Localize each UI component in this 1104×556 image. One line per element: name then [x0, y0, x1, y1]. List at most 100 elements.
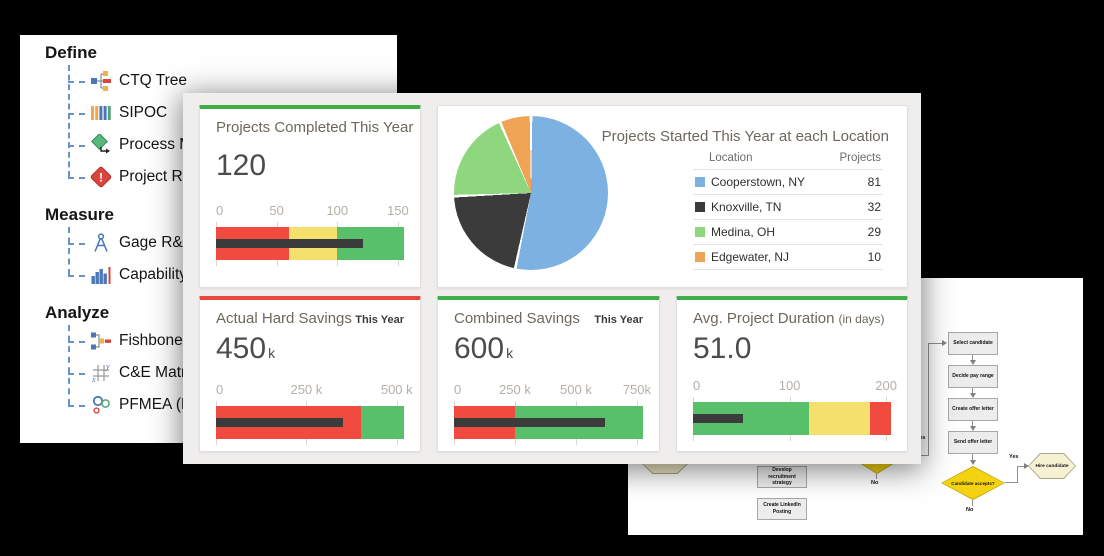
- pie-chart: [454, 116, 608, 270]
- chart-area: [216, 401, 404, 445]
- pfmea-icon: [90, 394, 112, 416]
- axis-tick-label: 250 k: [499, 382, 531, 397]
- sidebar-item-project-risk[interactable]: ! Project Risk: [20, 161, 397, 193]
- card-actual-hard-savings: Actual Hard Savings This Year 450 k 0 250 …: [199, 296, 421, 452]
- flow-arrowhead: [970, 360, 976, 365]
- card-title-text: Combined Savings: [454, 310, 580, 327]
- flow-node-create-linkedin-posting[interactable]: Create LinkedIn Posting: [757, 498, 807, 520]
- sidebar-item-label: Gage R&R: [119, 234, 194, 251]
- legend-label: Edgewater, NJ: [711, 250, 790, 264]
- card-avg-project-duration: Avg. Project Duration (in days) 51.0 0 10…: [676, 296, 908, 452]
- card-title-text: Actual Hard Savings: [216, 310, 352, 327]
- legend-header-projects: Projects: [839, 152, 881, 164]
- legend-row: Cooperstown, NY 81: [693, 170, 883, 195]
- template-tree: Define CTQ Tree SIPOC: [20, 35, 397, 421]
- legend-label: Medina, OH: [711, 225, 776, 239]
- legend-row: Knoxville, TN 32: [693, 195, 883, 220]
- tree-section-define: Define CTQ Tree SIPOC: [20, 43, 397, 193]
- fishbone-icon: [90, 330, 112, 352]
- legend-label: Cooperstown, NY: [711, 175, 806, 189]
- flow-arrowhead: [1024, 463, 1029, 469]
- axis-tick-label: 0: [693, 378, 701, 393]
- kpi-value: 120: [216, 149, 267, 182]
- legend-row: Medina, OH 29: [693, 220, 883, 245]
- flow-node-select-candidate[interactable]: Select candidate: [948, 332, 998, 355]
- flow-node-label: Develop recruitment strategy: [768, 466, 796, 487]
- axis-tick-label: 50: [269, 203, 284, 218]
- kpi-value: 450 k: [216, 332, 276, 365]
- card-title: Combined Savings This Year: [454, 310, 643, 327]
- sidebar-item-label: Project Risk: [119, 168, 202, 185]
- project-risk-icon: !: [90, 166, 112, 188]
- flow-node-send-offer-letter[interactable]: Send offer letter: [948, 431, 998, 454]
- card-title-text: Projects Completed This Year: [216, 119, 414, 136]
- card-subtitle: This Year: [355, 314, 404, 326]
- flow-edge-label-no: No: [966, 507, 974, 513]
- legend-label: Knoxville, TN: [711, 200, 782, 214]
- measure-bar: [216, 418, 343, 427]
- flow-connector: [972, 421, 973, 427]
- flow-connector: [1005, 482, 1018, 483]
- chart-area: [454, 401, 643, 445]
- flow-node-hire-candidate[interactable]: Hire candidate: [1028, 453, 1076, 479]
- flow-node-develop-recruitment-strategy[interactable]: Develop recruitment strategy: [757, 466, 807, 488]
- performance-zone: [869, 402, 891, 435]
- card-title: Actual Hard Savings This Year: [216, 310, 404, 327]
- axis-ticks: 0 50 100 150: [216, 203, 409, 219]
- card-title: Avg. Project Duration (in days): [693, 310, 891, 327]
- legend-value: 81: [867, 175, 881, 189]
- dashboard-window: Projects Completed This Year 120 0 50 100 1…: [183, 93, 921, 464]
- flow-node-candidate-accepts[interactable]: Candidate accepts?: [941, 466, 1005, 500]
- legend-swatch: [695, 252, 705, 262]
- sidebar-item-fishbone[interactable]: Fishbone: [20, 325, 397, 357]
- bullet-chart-combined-savings: 0 250 k 500 k 750k: [454, 382, 651, 445]
- legend-swatch: [695, 227, 705, 237]
- card-title: Projects Started This Year at each Locat…: [602, 128, 889, 145]
- flow-connector: [876, 474, 877, 479]
- sidebar-item-sipoc[interactable]: SIPOC: [20, 97, 397, 129]
- axis-tick-label: 250 k: [290, 382, 323, 397]
- legend-value: 29: [867, 225, 881, 239]
- legend-row: Edgewater, NJ 10: [693, 245, 883, 270]
- legend-swatch: [695, 177, 705, 187]
- legend-header-location: Location: [709, 152, 753, 164]
- legend-swatch: [695, 202, 705, 212]
- sidebar-item-capability[interactable]: Capability: [20, 259, 397, 291]
- chart-area: [693, 397, 891, 441]
- flow-node-label: Send offer letter: [953, 439, 993, 446]
- axis-tick-label: 0: [454, 382, 462, 397]
- performance-zone: [808, 402, 870, 435]
- flow-arrowhead: [970, 393, 976, 398]
- sidebar-item-label: Fishbone: [119, 332, 183, 349]
- ctq-tree-icon: [90, 70, 112, 92]
- flow-node-decide-pay-range[interactable]: Decide pay range: [948, 365, 998, 388]
- axis-tick-label: 150: [387, 203, 409, 218]
- sipoc-icon: [90, 102, 112, 124]
- sidebar-item-gage-rr[interactable]: Gage R&R: [20, 227, 397, 259]
- measure-bar: [216, 239, 363, 248]
- measure-bar: [693, 414, 744, 423]
- sidebar-item-label: Capability: [119, 266, 188, 283]
- flow-node-label: Create LinkedIn Posting: [763, 502, 801, 515]
- zone-band: [693, 402, 891, 435]
- svg-text:!: !: [99, 171, 103, 185]
- flow-node-label: Create offer letter: [952, 406, 994, 413]
- measure-bar: [454, 418, 606, 427]
- legend-value: 32: [867, 200, 881, 214]
- card-projects-started: Projects Started This Year at each Locat…: [437, 105, 908, 288]
- process-map-icon: [90, 133, 112, 156]
- flow-connector: [928, 343, 929, 456]
- capability-icon: [90, 264, 112, 286]
- sidebar-item-ctq-tree[interactable]: CTQ Tree: [20, 65, 397, 97]
- bullet-chart-actual-hard-savings: 0 250 k 500 k: [216, 382, 413, 445]
- flow-connector: [972, 500, 973, 506]
- card-title-text: Avg. Project Duration: [693, 310, 835, 327]
- flow-edge-label-no: No: [871, 480, 879, 486]
- axis-ticks: 0 100 200: [693, 378, 897, 394]
- legend-value: 10: [867, 250, 881, 264]
- bullet-chart-avg-project-duration: 0 100 200: [693, 378, 897, 441]
- tree-section-label: Define: [45, 43, 97, 62]
- flow-node-create-offer-letter[interactable]: Create offer letter: [948, 398, 998, 421]
